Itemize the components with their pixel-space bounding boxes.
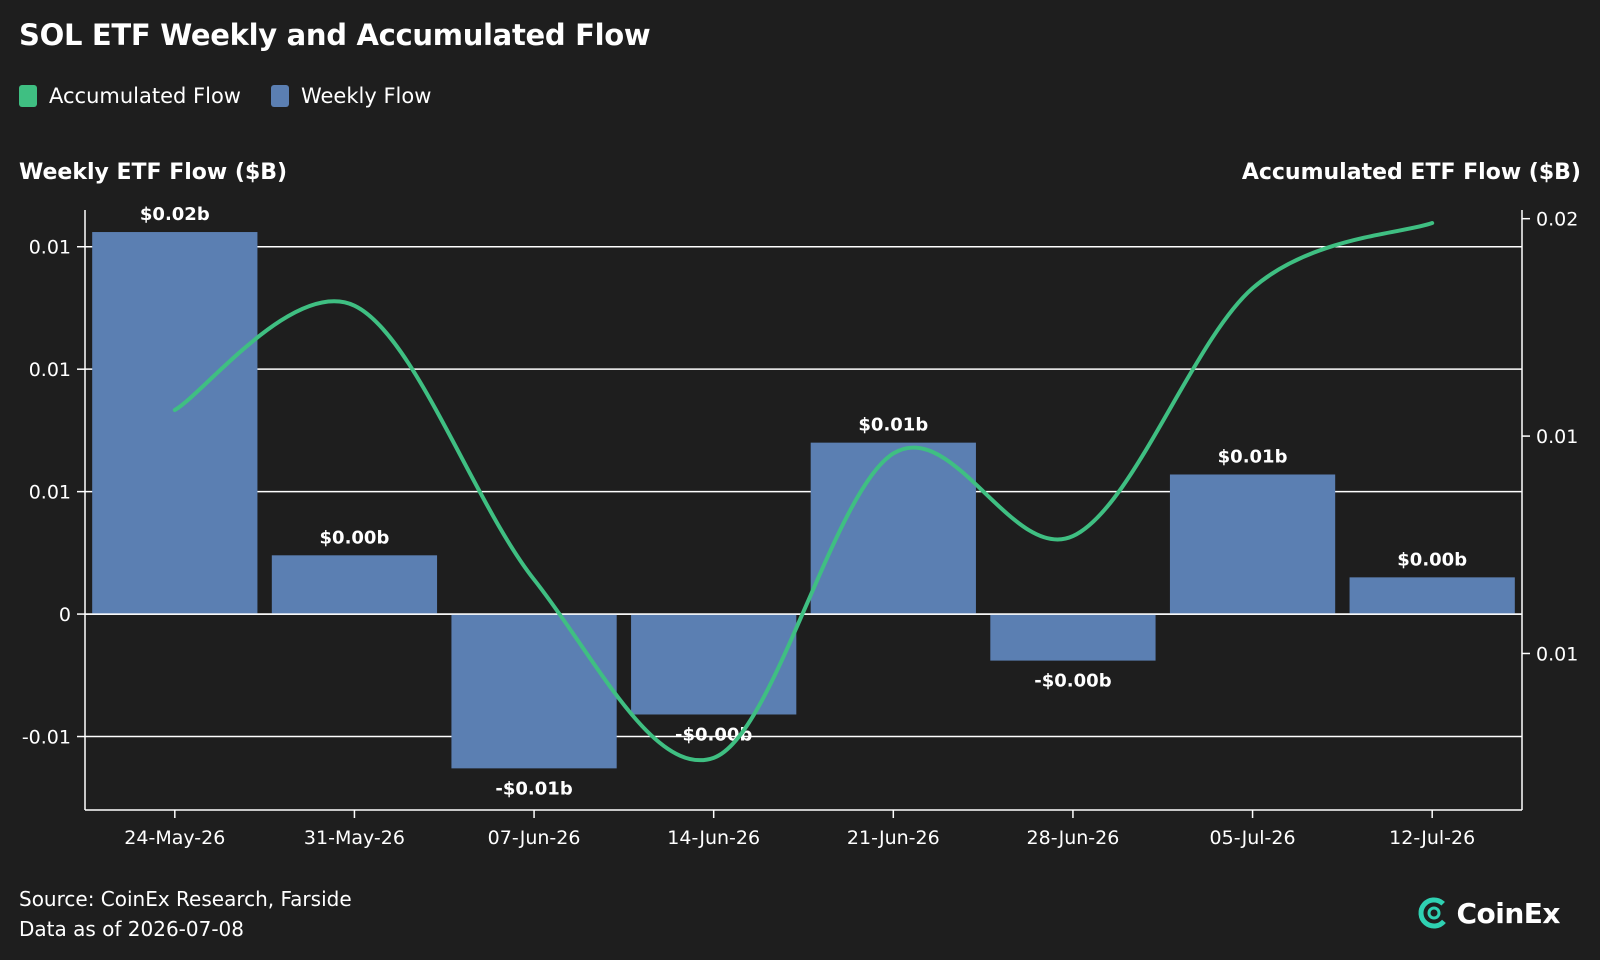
legend-item-accumulated-flow[interactable]: Accumulated Flow [19,84,241,108]
legend-swatch-weekly-flow [270,85,289,107]
y-left-tick-label: 0 [59,604,71,626]
x-tick-label: 05-Jul-26 [1210,827,1296,849]
legend-label-weekly-flow: Weekly Flow [300,84,432,108]
bar-data-label: $0.02b [140,204,210,225]
bar-weekly-flow [990,614,1156,661]
y-left-tick-label: 0.01 [29,482,71,504]
bar-weekly-flow [451,614,617,769]
coinex-logo-icon [1418,897,1450,929]
x-tick-label: 07-Jun-26 [488,827,581,849]
y-left-tick-label: 0.01 [29,359,71,381]
y-axis-left-title: Weekly ETF Flow ($B) [19,160,288,185]
line-accumulated-flow [172,221,1435,763]
bar-data-label: -$0.01b [495,778,572,799]
y-right-tick-label: 0.01 [1536,426,1578,448]
bar-data-label: $0.00b [320,527,390,548]
brand-name: CoinEx [1456,896,1560,930]
bar-data-label: $0.01b [858,415,928,436]
y-axis-right-title: Accumulated ETF Flow ($B) [1241,160,1581,185]
bar-weekly-flow [271,555,438,615]
legend-label-accumulated-flow: Accumulated Flow [49,84,241,108]
legend-item-weekly-flow[interactable]: Weekly Flow [270,84,432,108]
bar-weekly-flow [1349,577,1515,615]
x-tick-label: 12-Jul-26 [1389,827,1475,849]
x-tick-label: 14-Jun-26 [667,827,760,849]
data-date-note: Data as of 2026-07-08 [19,917,245,941]
y-left-tick-label: 0.01 [29,237,71,259]
y-right-tick-label: 0.01 [1536,643,1578,665]
chart-title: SOL ETF Weekly and Accumulated Flow [19,18,651,52]
legend: Accumulated Flow Weekly Flow [19,84,461,108]
bar-weekly-flow [92,232,258,615]
bar-data-label: -$0.00b [675,724,752,745]
x-tick-label: 31-May-26 [304,827,405,849]
legend-swatch-accumulated-flow [19,85,37,107]
bar-data-label: $0.00b [1397,549,1467,570]
footer: Source: CoinEx Research, Farside Data as… [19,884,352,944]
y-right-tick-label: 0.02 [1536,209,1578,231]
x-tick-label: 21-Jun-26 [847,827,940,849]
source-note: Source: CoinEx Research, Farside [19,887,352,911]
bar-weekly-flow [1169,474,1336,615]
bar-data-label: $0.01b [1218,446,1288,467]
x-tick-label: 28-Jun-26 [1027,827,1120,849]
x-tick-label: 24-May-26 [124,827,225,849]
bar-data-label: -$0.00b [1034,671,1111,692]
bar-weekly-flow [631,614,797,715]
brand-logo: CoinEx [1416,895,1560,931]
y-left-tick-label: -0.01 [22,727,71,749]
bar-weekly-flow [810,442,976,615]
